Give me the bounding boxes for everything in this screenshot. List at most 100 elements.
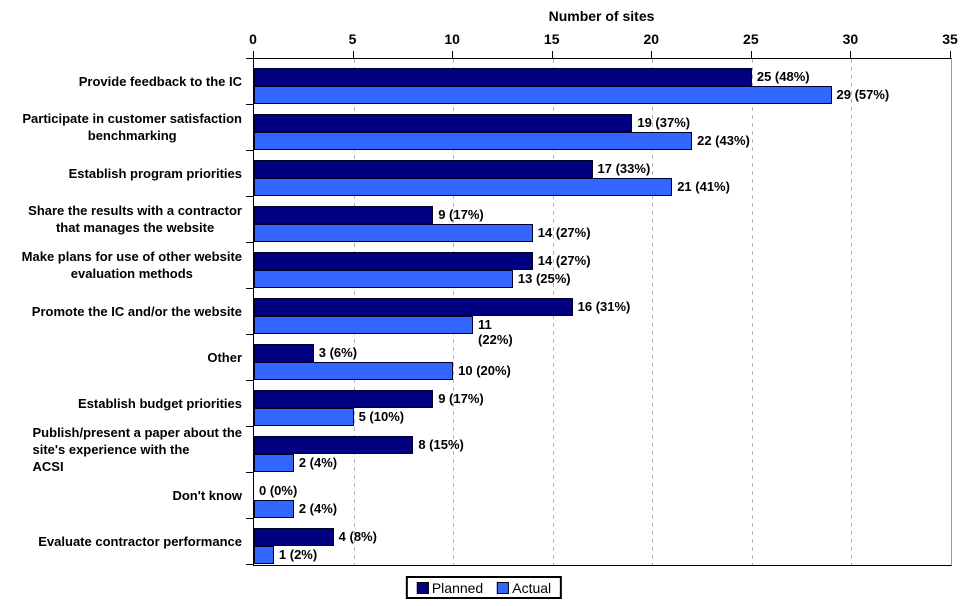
bar-value-label: 5 (10%) — [358, 409, 405, 424]
y-axis-tick-mark — [246, 288, 253, 289]
bar-value-label: 2 (4%) — [298, 455, 338, 470]
bar-planned — [254, 68, 752, 86]
bar-planned — [254, 344, 314, 362]
category-label-wrap: Other — [0, 334, 247, 380]
bar-planned — [254, 160, 593, 178]
category-label: Promote the IC and/or the website — [31, 303, 242, 319]
category-label: Evaluate contractor performance — [38, 533, 242, 549]
bar-value-label: 14 (27%) — [537, 225, 591, 240]
x-axis-tick-mark — [452, 51, 454, 58]
bar-actual — [254, 132, 693, 150]
y-axis-tick-mark — [246, 426, 253, 427]
x-axis-tick-mark — [950, 51, 951, 58]
bar-value-label: 2 (4%) — [298, 501, 338, 516]
category-label-wrap: Promote the IC and/or the website — [0, 288, 247, 334]
category-label-wrap: Provide feedback to the IC — [0, 58, 247, 104]
bar-actual — [254, 178, 673, 196]
category-label: Publish/present a paper about the site's… — [32, 424, 242, 474]
bar-value-label: 29 (57%) — [836, 87, 890, 102]
legend-item-actual: Actual — [497, 580, 551, 596]
bar-value-label: 10 (20%) — [458, 363, 511, 378]
bar-value-label: 11 (22%) — [478, 317, 513, 347]
bar-planned — [254, 114, 633, 132]
legend-swatch-planned — [416, 581, 429, 594]
y-axis-tick-mark — [246, 242, 253, 243]
bar-value-label: 16 (31%) — [577, 299, 631, 314]
category-label-wrap: Evaluate contractor performance — [0, 518, 247, 564]
bar-value-label: 25 (48%) — [756, 69, 810, 84]
bar-actual — [254, 224, 533, 242]
bar-value-label: 17 (33%) — [597, 161, 651, 176]
category-label-wrap: Establish budget priorities — [0, 380, 247, 426]
bar-value-label: 22 (43%) — [697, 133, 750, 148]
bar-actual — [254, 362, 454, 380]
category-label: Provide feedback to the IC — [78, 73, 242, 89]
bar-actual — [254, 270, 513, 288]
x-axis-tick-label: 25 — [743, 31, 759, 47]
x-axis-tick-mark — [750, 51, 752, 58]
x-axis-tick-mark — [850, 51, 852, 58]
x-axis-tick-label: 5 — [348, 31, 357, 47]
bar-actual — [254, 546, 274, 564]
bar-planned — [254, 390, 434, 408]
category-label: Other — [207, 349, 242, 365]
y-axis-tick-mark — [246, 196, 253, 197]
y-axis-tick-mark — [246, 472, 253, 473]
category-label-wrap: Participate in customer satisfaction ben… — [0, 104, 247, 150]
bar-value-label: 19 (37%) — [637, 115, 691, 130]
x-axis-tick-label: 0 — [249, 31, 257, 47]
bar-value-label: 14 (27%) — [537, 253, 591, 268]
x-axis-tick-label: 10 — [444, 31, 460, 47]
category-label: Make plans for use of other website eval… — [21, 249, 242, 281]
bar-value-label: 13 (25%) — [517, 271, 571, 286]
y-axis-tick-mark — [246, 518, 253, 519]
bar-actual — [254, 86, 832, 104]
bar-value-label: 0 (0%) — [259, 483, 298, 498]
y-axis-tick-mark — [246, 380, 253, 381]
y-axis-tick-mark — [246, 58, 253, 59]
x-axis-tick-label: 30 — [842, 31, 859, 47]
bar-actual — [254, 316, 474, 334]
bar-actual — [254, 408, 354, 426]
y-axis-tick-mark — [246, 150, 253, 151]
x-axis-tick-mark — [551, 51, 553, 58]
x-axis-tick-label: 35 — [942, 31, 958, 47]
y-axis-tick-mark — [246, 104, 253, 105]
y-axis-tick-mark — [246, 334, 253, 335]
bar-planned — [254, 252, 533, 270]
category-label: Establish program priorities — [68, 165, 242, 181]
bar-actual — [254, 454, 294, 472]
category-label: Don't know — [172, 487, 242, 503]
bar-value-label: 1 (2%) — [278, 547, 318, 562]
bar-value-label: 3 (6%) — [318, 345, 358, 360]
plot-area: 25 (48%) 29 (57%) 19 (37%) 22 (43%) 17 (33%)… — [253, 58, 952, 566]
x-axis-tick-mark — [651, 51, 653, 58]
x-axis-tick-mark — [352, 51, 354, 58]
category-label: Participate in customer satisfaction ben… — [22, 111, 242, 143]
legend: Planned Actual — [405, 576, 563, 599]
bar-value-label: 4 (8%) — [338, 529, 377, 544]
bar-value-label: 9 (17%) — [438, 207, 484, 222]
legend-label-planned: Planned — [431, 579, 484, 596]
x-axis-tick-label: 20 — [643, 31, 660, 47]
bar-planned — [254, 436, 414, 454]
bar-value-label: 9 (17%) — [438, 391, 484, 406]
category-label-wrap: Establish program priorities — [0, 150, 247, 196]
bar-value-label: 8 (15%) — [418, 437, 464, 452]
gridline — [652, 59, 654, 565]
category-label-wrap: Make plans for use of other website eval… — [0, 242, 247, 288]
bar-actual — [254, 500, 294, 518]
legend-label-actual: Actual — [512, 579, 552, 596]
y-axis-tick-mark — [246, 564, 253, 565]
category-label-wrap: Don't know — [0, 472, 247, 518]
gridline — [751, 59, 753, 565]
legend-item-planned: Planned — [416, 579, 484, 596]
category-label: Establish budget priorities — [78, 395, 242, 411]
x-axis-tick-mark — [253, 51, 254, 58]
bar-planned — [254, 206, 434, 224]
axis-title: Number of sites — [548, 8, 655, 24]
category-label-wrap: Share the results with a contractor that… — [0, 196, 247, 242]
bar-value-label: 21 (41%) — [677, 179, 730, 194]
category-label-wrap: Publish/present a paper about the site's… — [0, 424, 247, 474]
